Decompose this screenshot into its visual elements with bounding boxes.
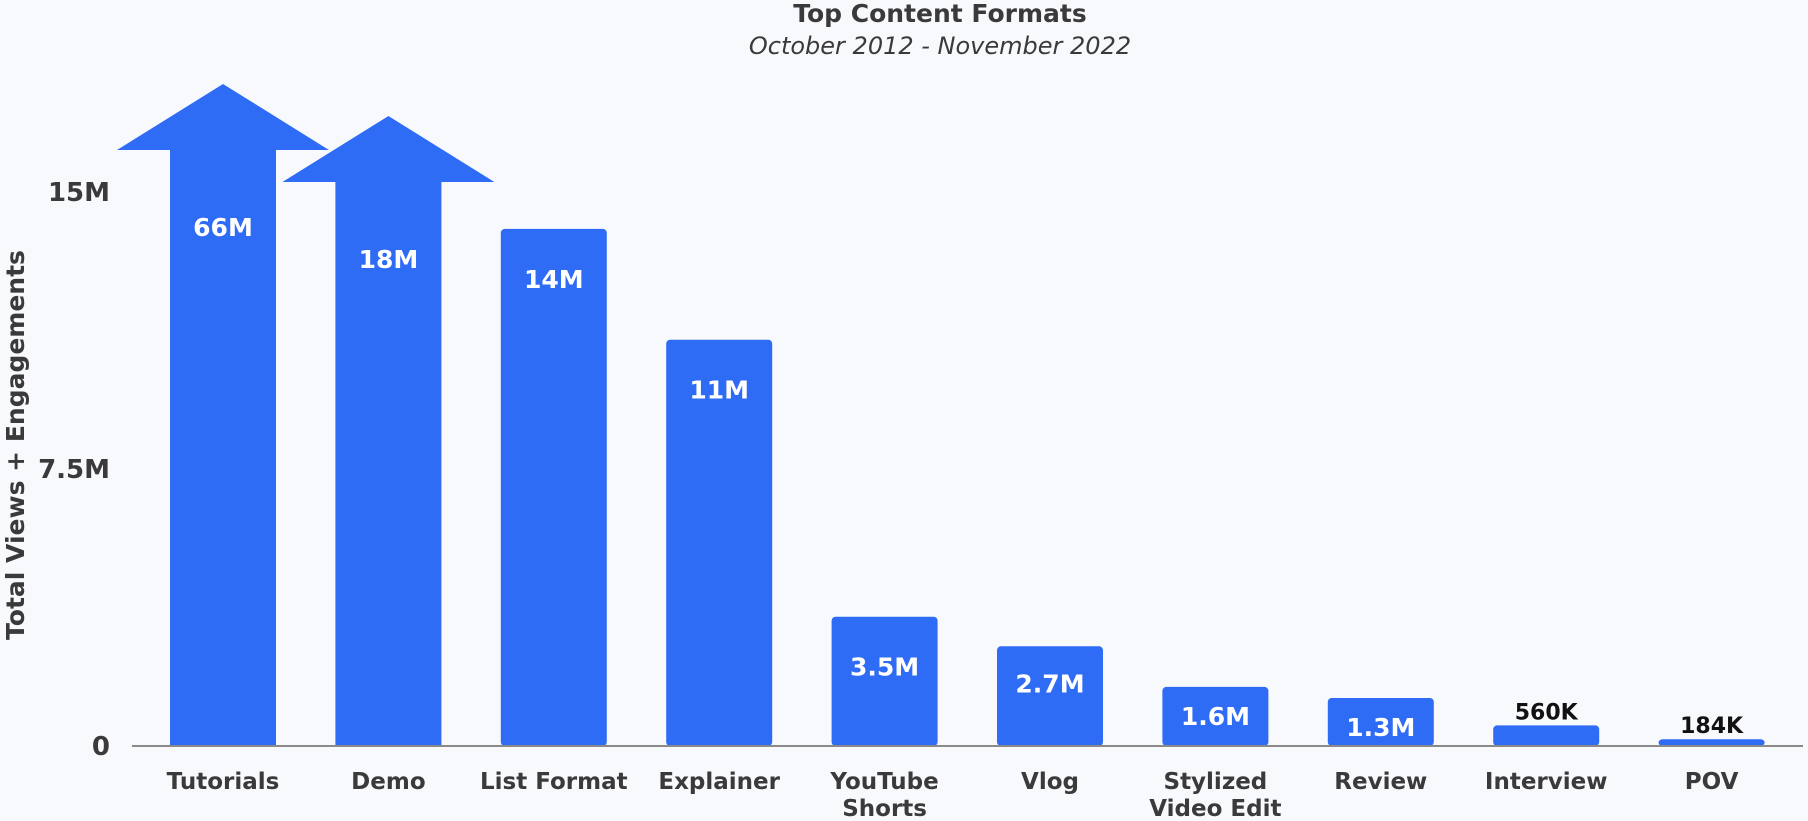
y-tick-label: 0	[92, 732, 110, 762]
bar	[500, 228, 607, 746]
y-axis-label: Total Views + Engagements	[1, 250, 30, 640]
x-tick-label: Stylized	[1164, 769, 1268, 795]
bar	[1162, 686, 1269, 746]
x-tick-label: Review	[1334, 769, 1427, 795]
x-tick-label: Shorts	[842, 796, 927, 821]
data-label: 14M	[524, 265, 584, 294]
x-axis-ticks: Tutorials Demo List Format Explainer YouTube…	[167, 769, 1739, 821]
bar	[831, 616, 938, 746]
chart-subtitle: October 2012 - November 2022	[749, 32, 1131, 60]
x-tick-label: YouTube	[829, 769, 938, 795]
bar	[666, 339, 773, 746]
y-tick-label: 15M	[48, 178, 110, 208]
data-label: 3.5M	[850, 653, 919, 682]
bar-overflow-arrow	[117, 84, 329, 746]
y-tick-label: 7.5M	[38, 455, 110, 485]
x-tick-label: Demo	[351, 769, 425, 795]
bar	[1658, 739, 1765, 746]
bar-overflow-arrow	[282, 116, 495, 746]
chart-title: Top Content Formats	[793, 0, 1087, 28]
data-label: 18M	[359, 245, 419, 274]
data-label: 66M	[193, 213, 253, 242]
x-tick-label: POV	[1685, 769, 1739, 795]
data-label: 2.7M	[1015, 669, 1084, 698]
bars: 66M 18M 14M 11M 3.5M 2.7M 1.6M 1.3M 560K 184K	[117, 84, 1765, 746]
data-label: 184K	[1680, 714, 1744, 739]
bar	[1327, 697, 1434, 746]
data-label: 1.3M	[1346, 713, 1415, 742]
x-tick-label: List Format	[480, 769, 628, 795]
x-tick-label: Interview	[1485, 769, 1608, 795]
x-tick-label: Vlog	[1021, 769, 1079, 795]
x-tick-label: Video Edit	[1149, 796, 1281, 821]
y-axis-ticks: 0 7.5M 15M	[38, 178, 110, 762]
data-label: 1.6M	[1181, 702, 1250, 731]
bar	[1493, 725, 1600, 746]
bar	[997, 646, 1103, 746]
data-label: 11M	[689, 376, 749, 405]
data-label: 560K	[1515, 700, 1579, 725]
x-tick-label: Explainer	[658, 769, 780, 795]
x-tick-label: Tutorials	[167, 769, 280, 795]
